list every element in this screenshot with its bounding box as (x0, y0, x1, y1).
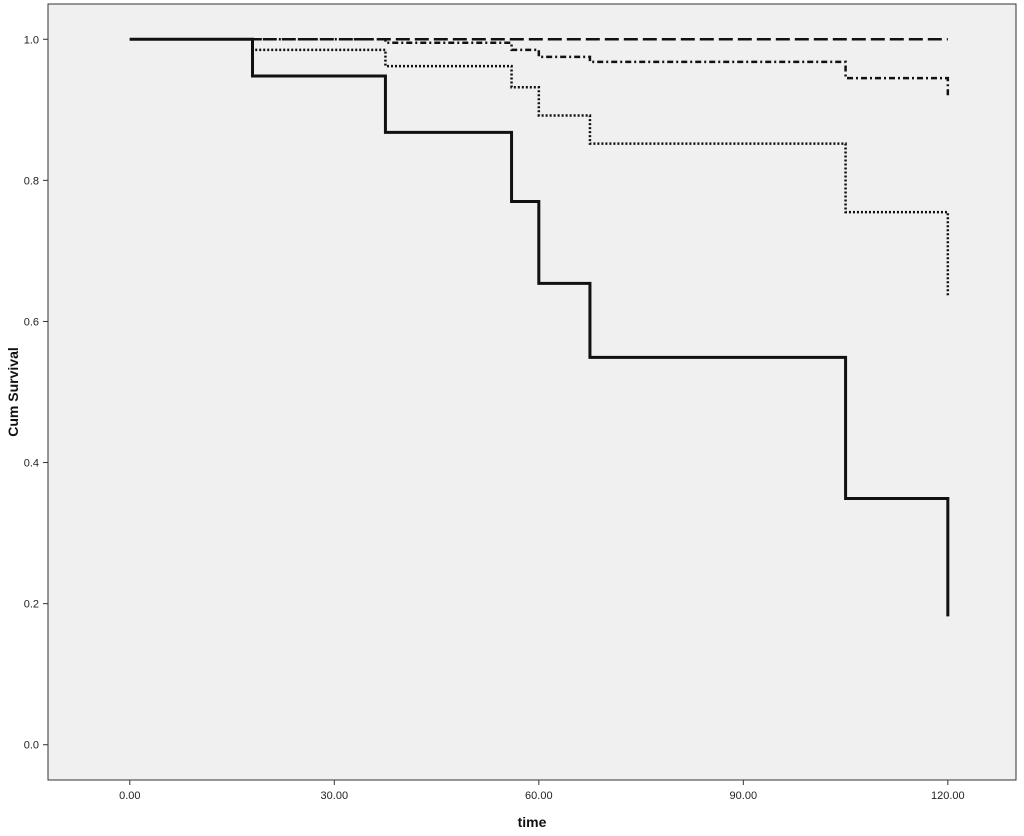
y-tick-label: 0.8 (24, 175, 39, 187)
series-line-solid (129, 37, 950, 617)
y-tick-label: 0.4 (24, 458, 39, 470)
series-line-dash-dot (129, 38, 950, 96)
y-tick-label: 1.0 (24, 34, 39, 46)
y-tick-label: 0.0 (24, 740, 39, 752)
x-tick-label: 60.00 (525, 790, 553, 802)
y-axis-title: Cum Survival (5, 347, 21, 436)
x-axis-ticks: 0.00 30.00 60.00 90.00 120.00 (119, 780, 965, 802)
plot-area (47, 3, 1017, 781)
y-tick-label: 0.2 (24, 599, 39, 611)
x-tick-label: 30.00 (321, 790, 349, 802)
x-tick-label: 120.00 (931, 790, 965, 802)
x-tick-label: 0.00 (119, 790, 140, 802)
y-axis-ticks: 0.0 0.2 0.4 0.6 0.8 1.0 (24, 34, 48, 752)
x-axis-title: time (518, 814, 547, 830)
series-layer (129, 37, 950, 617)
y-tick-label: 0.6 (24, 316, 39, 328)
x-tick-label: 90.00 (730, 790, 758, 802)
